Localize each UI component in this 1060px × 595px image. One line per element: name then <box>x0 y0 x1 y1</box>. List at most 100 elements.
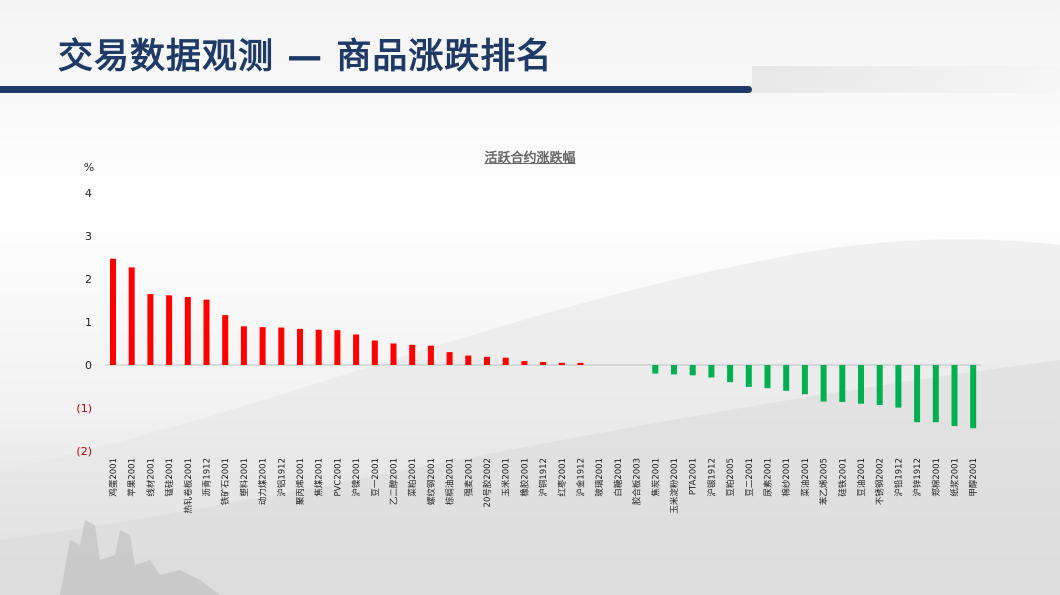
bar-PVC2001 <box>334 330 341 365</box>
bar-郑棉2001 <box>932 365 939 423</box>
bar-苯乙烯2005 <box>820 365 827 402</box>
x-tick-label: 豆油2001 <box>856 458 867 497</box>
x-tick-label: 热轧卷板2001 <box>183 458 194 514</box>
x-tick-label: 玻璃2001 <box>594 458 605 497</box>
x-tick-label: 焦煤2001 <box>314 458 325 497</box>
x-tick-label: 沪铅1912 <box>893 458 904 497</box>
x-tick-label: 沪铜1912 <box>538 458 549 497</box>
bar-豆油2001 <box>858 365 864 404</box>
x-tick-label: 橡胶2001 <box>519 458 530 497</box>
bar-豆粕2005 <box>727 365 734 383</box>
x-tick-label: 胶合板2003 <box>632 458 643 505</box>
bar-尿素2001 <box>764 365 771 389</box>
x-tick-label: 沥青1912 <box>202 458 213 497</box>
x-tick-label: 菜粕2001 <box>407 458 418 497</box>
bar-菜油2001 <box>801 365 808 395</box>
bar-豆二2001 <box>745 365 752 387</box>
x-tick-label: 菜油2001 <box>800 458 811 497</box>
x-tick-label: 沪铝1912 <box>276 458 287 497</box>
bar-塑料2001 <box>240 326 247 365</box>
bar-乙二醇2001 <box>390 343 397 365</box>
bar-纸浆2001 <box>951 365 958 427</box>
bar-沥青1912 <box>203 299 210 365</box>
bar-不锈钢2002 <box>876 365 883 405</box>
bar-沪铝1912 <box>278 327 285 365</box>
x-tick-label: 白糖2001 <box>613 458 624 497</box>
x-tick-label: 豆粕2005 <box>725 458 736 497</box>
chart-title: 活跃合约涨跌幅 <box>484 151 576 166</box>
x-tick-label: 铁矿石2001 <box>220 458 231 505</box>
bars-group <box>110 258 977 429</box>
x-tick-label: PVC2001 <box>333 458 343 497</box>
bar-聚丙烯2001 <box>297 328 303 365</box>
bar-苹果2001 <box>128 267 135 365</box>
y-tick-label: 1 <box>85 316 92 329</box>
bar-螺纹钢2001 <box>427 345 434 365</box>
x-tick-label: 棉纱2001 <box>781 458 792 497</box>
x-tick-label: 红枣2001 <box>557 458 568 497</box>
bar-线材2001 <box>147 294 154 365</box>
y-axis: % 4 3 2 1 0 (1) (2) <box>76 161 94 458</box>
bar-棕榈油2001 <box>446 352 453 365</box>
x-tick-label: 焦炭2001 <box>650 458 661 497</box>
x-tick-label: 强麦2001 <box>463 458 474 497</box>
x-tick-label: PTA2001 <box>689 458 699 495</box>
x-tick-label: 动力煤2001 <box>258 458 269 505</box>
bar-沪镍2001 <box>353 334 360 365</box>
x-tick-label: 硅铁2001 <box>837 458 848 497</box>
bar-铁矿石2001 <box>222 315 229 365</box>
bar-沪铅1912 <box>895 365 902 408</box>
bar-玉米2001 <box>502 357 509 365</box>
x-tick-label: 棕榈油2001 <box>445 458 456 505</box>
bar-20号胶2002 <box>484 356 490 365</box>
x-tick-label: 线材2001 <box>145 458 156 497</box>
x-tick-label: 纸浆2001 <box>950 458 961 497</box>
y-tick-label: 3 <box>85 230 92 243</box>
bar-动力煤2001 <box>259 327 266 365</box>
x-tick-label: 螺纹钢2001 <box>426 458 437 505</box>
header-accent-shade <box>752 66 1060 93</box>
bar-PTA2001 <box>689 365 696 376</box>
x-tick-label: 甲醇2001 <box>968 458 979 497</box>
x-tick-label: 不锈钢2002 <box>875 458 886 505</box>
x-tick-labels: 鸡蛋2001 苹果2001 线材2001 锰硅2001 热轧卷板2001 沥青1912 铁矿… <box>108 458 979 514</box>
bar-强麦2001 <box>465 355 472 365</box>
x-tick-label: 锰硅2001 <box>164 458 175 497</box>
bar-焦煤2001 <box>315 329 322 365</box>
x-tick-label: 乙二醇2001 <box>389 458 400 505</box>
bar-沪银1912 <box>708 365 715 378</box>
x-tick-label: 玉米淀粉2001 <box>669 458 680 514</box>
x-tick-label: 豆一2001 <box>371 458 381 497</box>
x-tick-label: 沪锌1912 <box>912 458 923 497</box>
bar-橡胶2001 <box>521 361 528 365</box>
bar-硅铁2001 <box>839 365 846 402</box>
bar-豆一2001 <box>371 340 378 365</box>
y-tick-label: 4 <box>85 187 92 200</box>
bar-菜粕2001 <box>409 344 416 365</box>
bar-棉纱2001 <box>783 365 790 391</box>
slide-header: 交易数据观测 — 商品涨跌排名 <box>0 0 1060 95</box>
x-tick-label: 聚丙烯2001 <box>295 458 306 505</box>
y-tick-label: (1) <box>76 402 92 415</box>
x-tick-label: 苹果2001 <box>127 458 138 497</box>
x-tick-label: 尿素2001 <box>763 458 774 497</box>
x-tick-label: 沪金1912 <box>576 458 587 497</box>
x-tick-label: 郑棉2001 <box>931 458 942 497</box>
x-tick-label: 沪镍2001 <box>351 458 362 497</box>
x-tick-label: 沪银1912 <box>706 458 717 497</box>
bar-红枣2001 <box>558 362 565 365</box>
x-tick-label: 玉米2001 <box>501 458 512 497</box>
y-tick-label: (2) <box>76 445 92 458</box>
x-tick-label: 20号胶2002 <box>482 458 493 507</box>
y-tick-label: 2 <box>85 273 92 286</box>
bar-锰硅2001 <box>166 295 173 365</box>
bar-甲醇2001 <box>970 365 977 429</box>
y-axis-unit-label: % <box>84 161 94 174</box>
bar-玉米淀粉2001 <box>671 365 677 375</box>
header-underline-bar <box>0 86 752 93</box>
bar-沪锌1912 <box>914 365 921 423</box>
y-tick-label: 0 <box>85 359 92 372</box>
bar-热轧卷板2001 <box>184 297 191 365</box>
